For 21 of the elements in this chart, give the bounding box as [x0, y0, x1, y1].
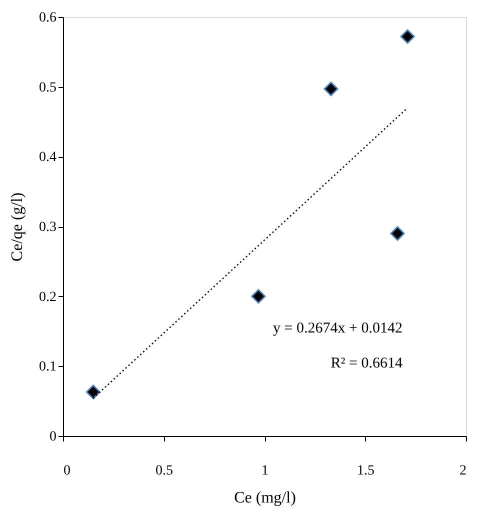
- y-tick-label: 0.3: [39, 220, 56, 235]
- y-axis-title: Ce/qe (g/l): [9, 192, 26, 262]
- x-tick-label: 1: [262, 464, 268, 478]
- y-tick-label: 0.6: [39, 10, 56, 26]
- y-tick-label: 0.5: [39, 80, 56, 96]
- point: [324, 82, 338, 96]
- x-tick-label: 2: [460, 464, 466, 478]
- annotation: y = 0.2674x + 0.0142: [273, 320, 402, 336]
- point: [86, 384, 100, 400]
- point: [390, 226, 405, 241]
- x-axis-title: Ce (mg/l): [234, 490, 296, 506]
- y-tick-label: 0.2: [39, 290, 56, 305]
- x-tick-label: 0.5: [156, 464, 173, 478]
- point: [400, 29, 415, 44]
- y-tick-label: 0.1: [39, 360, 56, 375]
- y-tick-label: 0.4: [39, 150, 56, 166]
- x-tick-label: 0: [64, 464, 70, 478]
- annotation: R² = 0.6614: [330, 355, 403, 372]
- point: [251, 289, 266, 304]
- x-tick-label: 1.5: [357, 464, 374, 478]
- y-tick-label: 0: [50, 430, 56, 444]
